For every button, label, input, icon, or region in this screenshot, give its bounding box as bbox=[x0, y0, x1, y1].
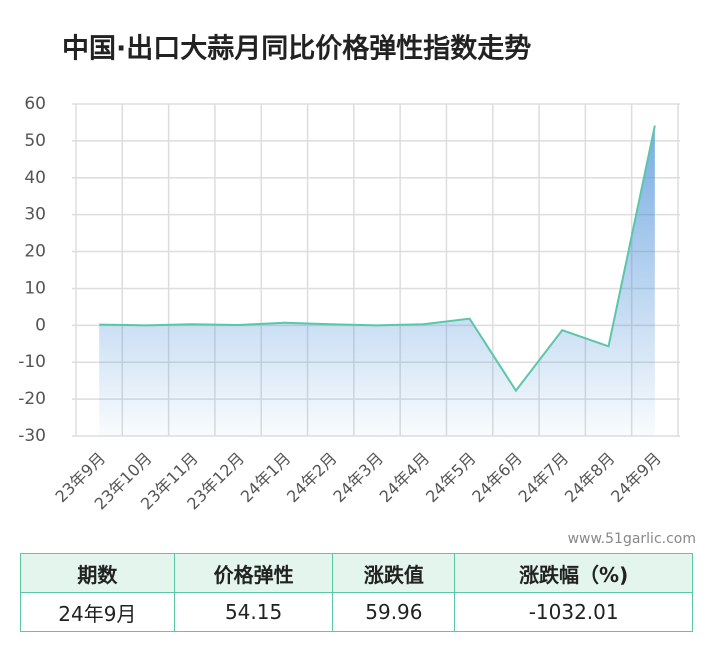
chart-title: 中国·出口大蒜月同比价格弹性指数走势 bbox=[62, 34, 531, 65]
x-tick-label: 24年9月 bbox=[607, 449, 665, 507]
table-header-cell: 涨跌幅（%) bbox=[454, 553, 693, 593]
table-header: 期数 价格弹性 涨跌值 涨跌幅（%) bbox=[20, 553, 693, 593]
y-tick-label: -20 bbox=[18, 389, 46, 409]
table-header-cell: 期数 bbox=[20, 553, 175, 593]
x-tick-label: 24年8月 bbox=[561, 449, 619, 507]
x-tick-label: 24年2月 bbox=[283, 449, 341, 507]
x-tick-label: 24年3月 bbox=[329, 449, 387, 507]
x-tick-label: 24年7月 bbox=[515, 449, 573, 507]
y-tick-label: 20 bbox=[24, 242, 46, 262]
table-row: 24年9月 54.15 59.96 -1032.01 bbox=[20, 592, 693, 632]
x-tick-label: 24年5月 bbox=[422, 449, 480, 507]
y-tick-label: 50 bbox=[24, 131, 46, 151]
y-tick-label: 30 bbox=[24, 205, 46, 225]
table-cell: 59.96 bbox=[332, 592, 456, 632]
area bbox=[99, 125, 655, 436]
y-tick-label: -30 bbox=[18, 426, 46, 446]
y-tick-label: -10 bbox=[18, 352, 46, 372]
table-header-cell: 价格弹性 bbox=[173, 553, 334, 593]
y-tick-label: 40 bbox=[24, 168, 46, 188]
chart: 中国·出口大蒜月同比价格弹性指数走势 www.51garlic.com -30 -… bbox=[18, 34, 696, 548]
table-header-cell: 涨跌值 bbox=[332, 553, 456, 593]
x-tick-label: 24年4月 bbox=[376, 449, 434, 507]
line bbox=[99, 125, 656, 393]
y-tick-label: 60 bbox=[24, 94, 46, 114]
watermark: www.51garlic.com bbox=[568, 531, 696, 547]
summary-table: 期数 价格弹性 涨跌值 涨跌幅（%) 24年9月 54.15 59.96 -1032.01 bbox=[20, 553, 693, 632]
table-cell: -1032.01 bbox=[454, 592, 693, 632]
table-cell: 24年9月 bbox=[20, 592, 175, 632]
y-tick-label: 10 bbox=[24, 278, 46, 298]
y-tick-label: 0 bbox=[35, 315, 46, 335]
x-tick-label: 24年6月 bbox=[468, 449, 526, 507]
x-tick-label: 24年1月 bbox=[237, 449, 295, 507]
table-cell: 54.15 bbox=[173, 592, 334, 632]
